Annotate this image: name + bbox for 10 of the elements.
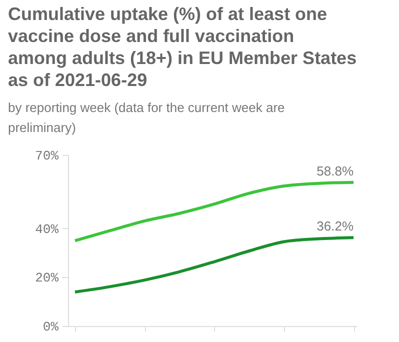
y-tick-label: 70%	[35, 148, 59, 164]
line-series	[73, 180, 356, 242]
data-label: 58.8%	[316, 163, 354, 178]
data-label: 36.2%	[316, 218, 354, 234]
y-tick-label: 40%	[35, 222, 59, 237]
y-tick-label: 20%	[35, 270, 59, 286]
chart-subtitle: by reporting week (data for the current week are preliminary)	[8, 100, 285, 135]
y-tick-label: 0%	[42, 320, 59, 334]
chart-title: Cumulative uptake (%) of at least one vaccine dose and full vaccination among adults (18+) in EU Member States as of 2021-06-29	[8, 4, 357, 90]
line-series	[73, 236, 356, 294]
